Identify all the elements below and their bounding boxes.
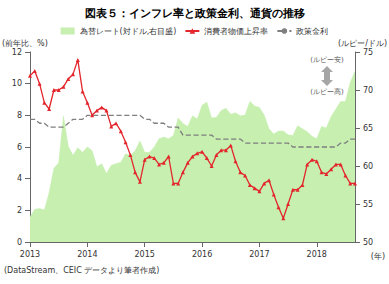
svg-text:(ルピー高): (ルピー高) xyxy=(310,88,344,96)
svg-text:2013: 2013 xyxy=(20,250,40,259)
svg-text:55: 55 xyxy=(363,200,373,209)
svg-text:消費者物価上昇率: 消費者物価上昇率 xyxy=(204,27,268,36)
svg-text:60: 60 xyxy=(363,162,373,171)
svg-text:2014: 2014 xyxy=(77,250,97,259)
svg-text:2018: 2018 xyxy=(307,250,327,259)
svg-text:2017: 2017 xyxy=(249,250,269,259)
svg-text:4: 4 xyxy=(17,174,22,183)
svg-text:8: 8 xyxy=(17,111,22,120)
svg-text:(年): (年) xyxy=(371,252,385,261)
svg-text:政策金利: 政策金利 xyxy=(296,27,328,36)
svg-text:50: 50 xyxy=(363,238,373,247)
svg-text:0: 0 xyxy=(17,238,22,247)
svg-text:2: 2 xyxy=(17,206,22,215)
svg-text:為替レート(対ドル,右目盛): 為替レート(対ドル,右目盛) xyxy=(80,27,177,36)
svg-text:(DataStream、CEIC データより筆者作成): (DataStream、CEIC データより筆者作成) xyxy=(4,266,159,275)
svg-text:65: 65 xyxy=(363,124,373,133)
svg-text:(ルピー安): (ルピー安) xyxy=(310,56,344,64)
svg-text:図表５：インフレ率と政策金利、通貨の推移: 図表５：インフレ率と政策金利、通貨の推移 xyxy=(85,7,305,20)
svg-text:2015: 2015 xyxy=(135,250,155,259)
svg-text:10: 10 xyxy=(12,79,22,88)
svg-text:12: 12 xyxy=(12,48,22,57)
svg-text:(ルピー/ドル): (ルピー/ドル) xyxy=(338,39,387,48)
svg-text:(前年比、%): (前年比、%) xyxy=(2,39,48,48)
svg-text:6: 6 xyxy=(17,143,22,152)
svg-text:70: 70 xyxy=(363,86,373,95)
svg-text:75: 75 xyxy=(363,48,373,57)
svg-text:2016: 2016 xyxy=(192,250,212,259)
